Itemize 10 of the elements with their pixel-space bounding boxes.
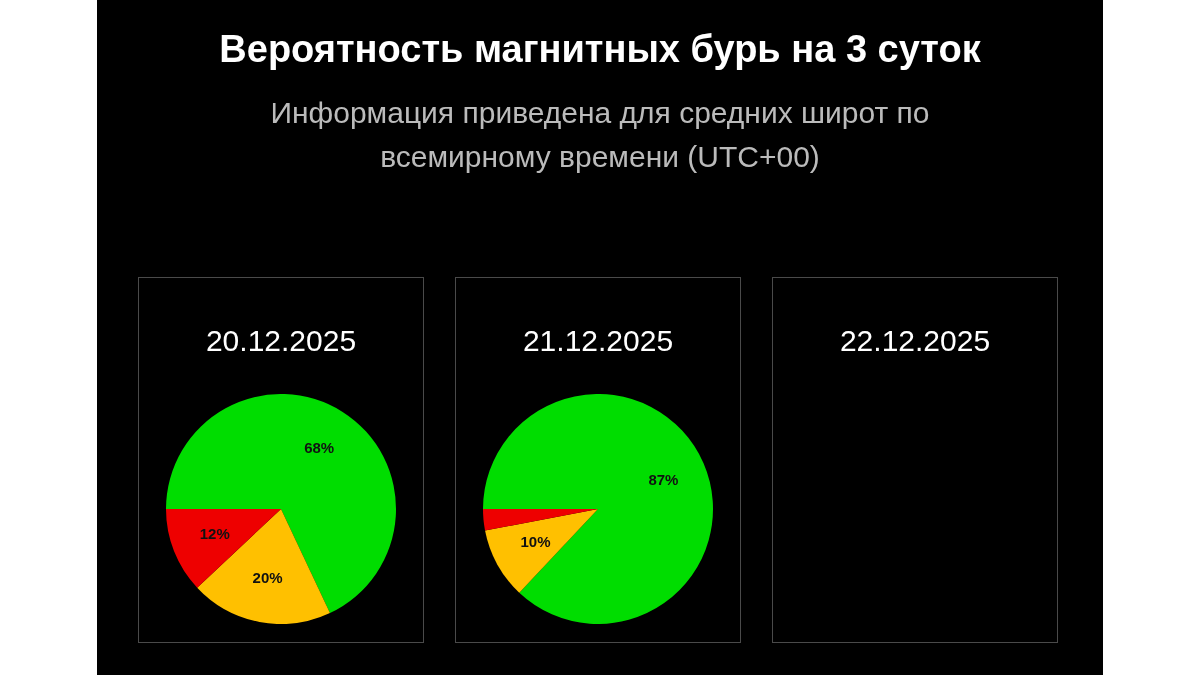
- data-label: 87%: [648, 470, 679, 488]
- text: 22.12.2025: [838, 324, 992, 358]
- chart-title: 21.12.2025: [521, 324, 675, 358]
- data-label: 10%: [520, 533, 551, 551]
- data-label: 20%: [252, 569, 283, 587]
- chart-title: 20.12.2025: [204, 324, 358, 358]
- text: Вероятность магнитных бурь на 3 суток: [218, 28, 982, 71]
- data-label: 12%: [199, 525, 230, 543]
- text: Информация приведена для средних широт по всемирному времени (UTC+00): [269, 95, 931, 175]
- data-label: 68%: [304, 438, 335, 456]
